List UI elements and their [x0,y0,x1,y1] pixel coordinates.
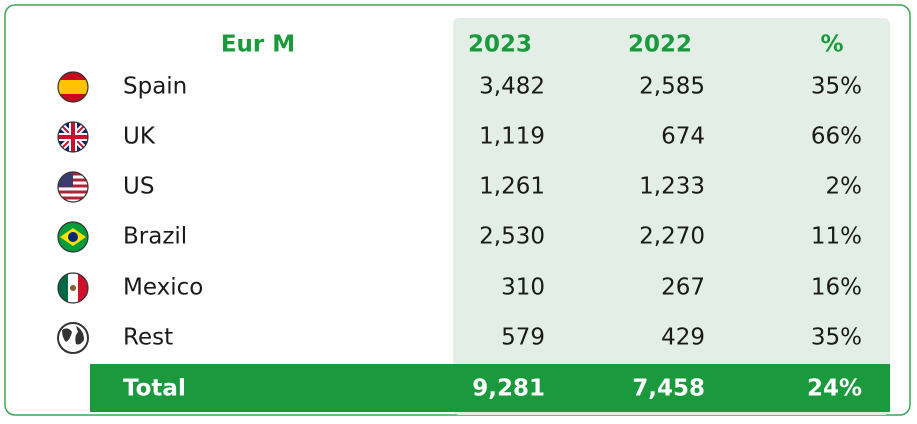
cell-value: 16% [811,275,862,301]
flag-mexico [57,272,89,304]
cell-value: 267 [661,275,705,301]
cell-value: 1,233 [639,174,705,200]
country-name: UK [123,124,156,150]
column-header: 2023 [468,32,532,58]
cell-value: 2% [826,174,863,200]
cell-value: 2,530 [479,224,545,250]
cell-value: 66% [811,124,862,150]
value-column-shade [453,18,890,415]
cell-value: 310 [501,275,545,301]
column-header: 2022 [628,32,692,58]
total-band [90,364,890,412]
total-value: 24% [807,376,862,402]
country-name: US [123,174,154,200]
cell-value: 579 [501,325,545,351]
cell-value: 1,119 [479,124,545,150]
cell-value: 3,482 [479,74,545,100]
total-value: 7,458 [632,376,705,402]
cell-value: 2,270 [639,224,705,250]
total-value: 9,281 [472,376,545,402]
country-name: Brazil [123,224,187,250]
column-header: % [820,32,843,58]
country-name: Mexico [123,275,203,301]
cell-value: 429 [661,325,705,351]
cell-value: 35% [811,74,862,100]
country-name: Rest [123,325,173,351]
cell-value: 35% [811,325,862,351]
column-header: Eur M [221,32,295,58]
flag-spain [57,71,89,103]
cell-value: 11% [811,224,862,250]
flag-brazil [57,221,89,253]
flag-uk [57,121,89,153]
cell-value: 674 [661,124,705,150]
flag-us [57,171,89,203]
cell-value: 1,261 [479,174,545,200]
total-label: Total [123,376,186,402]
cell-value: 2,585 [639,74,705,100]
country-name: Spain [123,74,187,100]
globe-icon [57,322,89,354]
